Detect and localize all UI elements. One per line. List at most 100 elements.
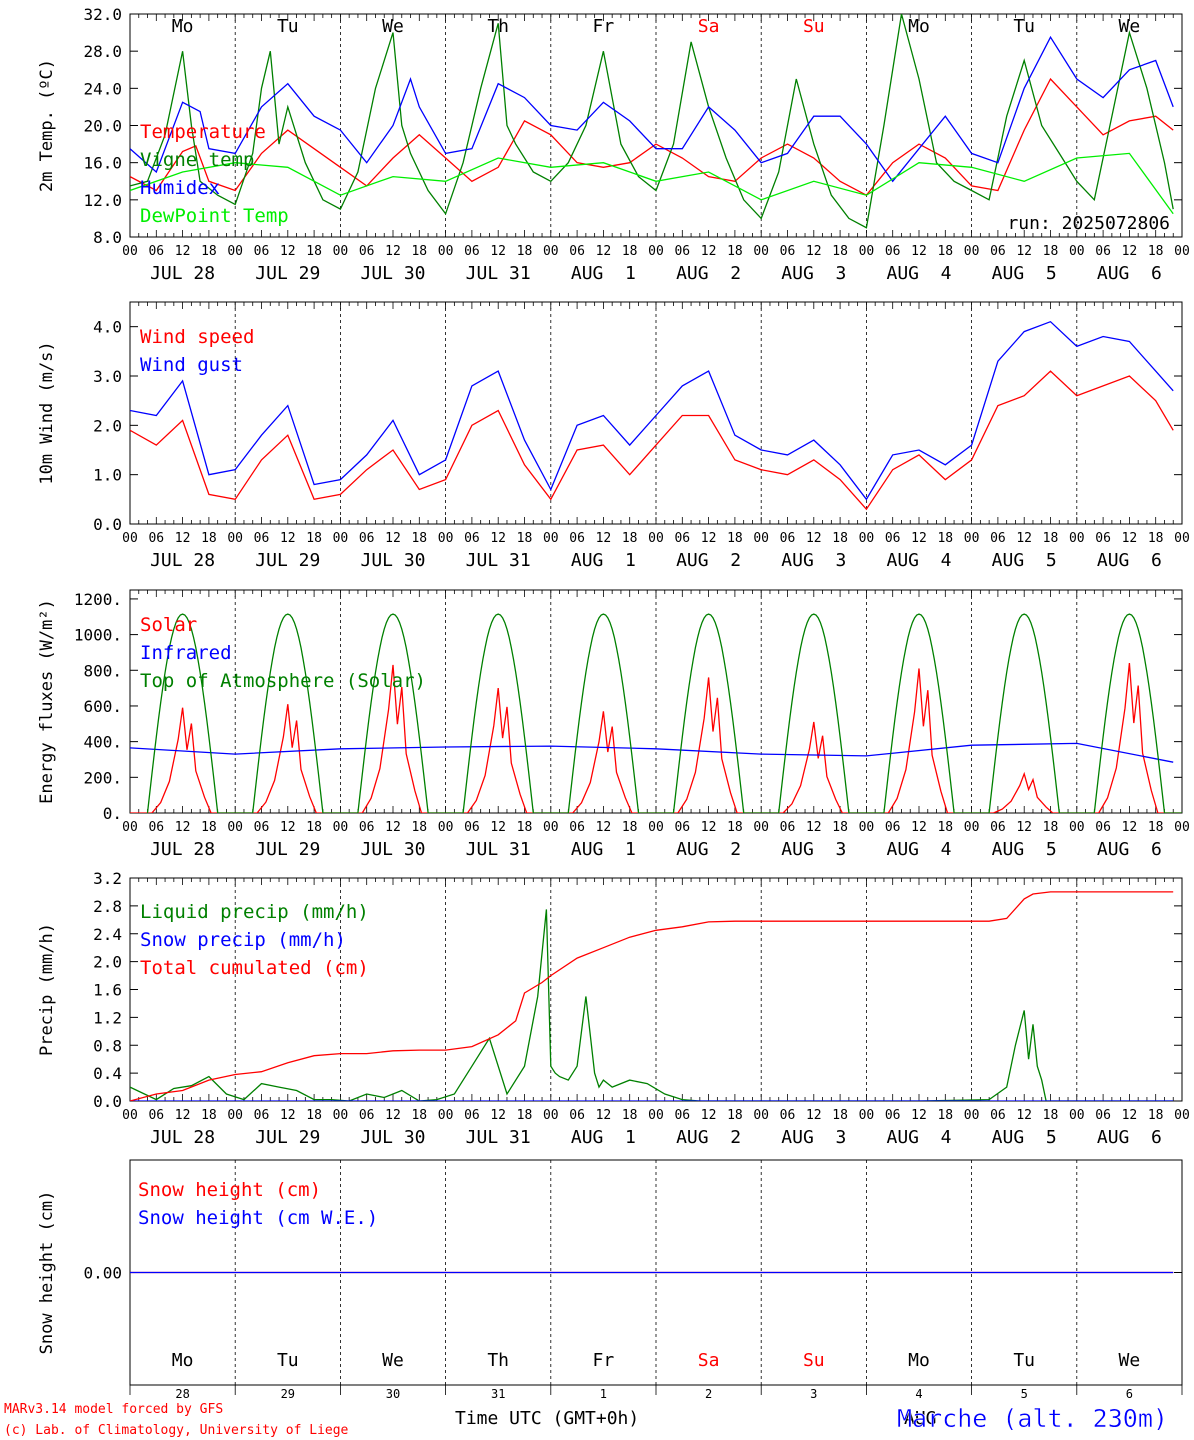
- y-tick-label: 200.: [83, 768, 122, 787]
- footer: MARv3.14 model forced by GFS (c) Lab. of…: [4, 1402, 1168, 1438]
- date-label: JUL 29: [255, 1127, 320, 1148]
- hour-tick-label: 18: [1043, 1108, 1059, 1123]
- date-label: AUG 5: [992, 263, 1057, 284]
- date-label: JUL 31: [466, 839, 531, 860]
- hour-tick-label: 12: [596, 244, 612, 259]
- hour-tick-label: 18: [411, 244, 427, 259]
- y-tick-label: 32.0: [83, 5, 122, 24]
- date-label: AUG 4: [886, 550, 951, 571]
- date-label: JUL 29: [255, 263, 320, 284]
- date-label: AUG 4: [886, 839, 951, 860]
- day-number-label: 4: [915, 1387, 922, 1401]
- date-label: AUG 6: [1097, 263, 1162, 284]
- date-label: AUG 6: [1097, 1127, 1162, 1148]
- hour-tick-label: 18: [937, 1108, 953, 1123]
- hour-tick-label: 12: [806, 820, 822, 835]
- hour-tick-label: 18: [1148, 820, 1164, 835]
- hour-tick-label: 18: [517, 820, 533, 835]
- legend-entry: Top of Atmosphere (Solar): [140, 670, 426, 692]
- date-label: JUL 30: [360, 550, 425, 571]
- hour-tick-label: 12: [911, 244, 927, 259]
- date-label: AUG 2: [676, 1127, 741, 1148]
- hour-tick-label: 00: [333, 531, 349, 546]
- hour-tick-label: 12: [1122, 820, 1138, 835]
- y-tick-label: 0.8: [93, 1036, 122, 1055]
- series-group: [130, 613, 1182, 813]
- series-group: [130, 320, 1174, 511]
- day-label: We: [382, 16, 404, 37]
- hour-tick-label: 12: [490, 1108, 506, 1123]
- hour-tick-label: 06: [674, 531, 690, 546]
- series-group: [130, 891, 1174, 1101]
- y-tick-label: 600.: [83, 697, 122, 716]
- hour-tick-label: 00: [438, 244, 454, 259]
- hour-tick-label: 12: [596, 820, 612, 835]
- hour-tick-label: 18: [517, 244, 533, 259]
- y-tick-label: 2.0: [93, 953, 122, 972]
- legend-entry: Wind speed: [140, 326, 254, 348]
- hour-tick-label: 06: [1095, 1108, 1111, 1123]
- hour-tick-label: 00: [1174, 531, 1190, 546]
- hour-tick-label: 06: [359, 244, 375, 259]
- hour-tick-label: 18: [727, 244, 743, 259]
- date-label: AUG 1: [571, 839, 636, 860]
- date-label: AUG 5: [992, 550, 1057, 571]
- series-line-wind-speed: [130, 370, 1174, 511]
- hour-tick-label: 06: [780, 820, 796, 835]
- hour-tick-label: 12: [911, 1108, 927, 1123]
- hour-tick-label: 18: [201, 820, 217, 835]
- hour-tick-label: 06: [674, 820, 690, 835]
- y-tick-label: 2.4: [93, 925, 122, 944]
- y-axis-label: 2m Temp. (ºC): [37, 59, 57, 192]
- hour-tick-label: 06: [254, 1108, 270, 1123]
- hour-tick-label: 18: [517, 531, 533, 546]
- hour-tick-label: 12: [911, 531, 927, 546]
- hour-tick-label: 06: [674, 244, 690, 259]
- date-label: AUG 2: [676, 263, 741, 284]
- hour-tick-label: 00: [122, 531, 138, 546]
- day-label-bottom: Tu: [1013, 1350, 1035, 1371]
- hour-tick-label: 06: [359, 1108, 375, 1123]
- hour-tick-label: 18: [832, 531, 848, 546]
- day-label-bottom: We: [382, 1350, 404, 1371]
- hour-tick-label: 18: [832, 1108, 848, 1123]
- hour-tick-label: 06: [990, 244, 1006, 259]
- date-label: AUG 3: [781, 263, 846, 284]
- hour-tick-label: 06: [885, 820, 901, 835]
- hour-tick-label: 18: [622, 1108, 638, 1123]
- hour-tick-label: 18: [727, 1108, 743, 1123]
- hour-tick-label: 00: [648, 1108, 664, 1123]
- day-number-label: 30: [386, 1387, 400, 1401]
- hour-tick-label: 00: [543, 531, 559, 546]
- hour-tick-label: 12: [1016, 1108, 1032, 1123]
- hour-tick-label: 06: [569, 820, 585, 835]
- day-label: Su: [803, 16, 825, 37]
- hour-tick-label: 18: [1043, 244, 1059, 259]
- hour-tick-label: 06: [569, 1108, 585, 1123]
- date-label: AUG 1: [571, 550, 636, 571]
- hour-tick-label: 00: [543, 1108, 559, 1123]
- day-label-bottom: Mo: [908, 1350, 930, 1371]
- legend-entry: Humidex: [140, 177, 220, 199]
- hour-tick-label: 18: [201, 1108, 217, 1123]
- day-number-label: 29: [281, 1387, 295, 1401]
- hour-tick-label: 00: [648, 244, 664, 259]
- y-tick-label: 2.8: [93, 897, 122, 916]
- hour-tick-label: 00: [543, 820, 559, 835]
- hour-tick-label: 06: [254, 820, 270, 835]
- run-label: run: 2025072806: [1007, 213, 1170, 234]
- day-number-label: 1: [600, 1387, 607, 1401]
- hour-tick-label: 06: [569, 244, 585, 259]
- y-axis-label: Precip (mm/h): [37, 923, 57, 1056]
- plot-frame: [129, 589, 1183, 814]
- hour-tick-label: 12: [701, 820, 717, 835]
- y-tick-label: 1.2: [93, 1008, 122, 1027]
- hour-tick-label: 00: [648, 531, 664, 546]
- hour-tick-label: 12: [1122, 244, 1138, 259]
- date-label: AUG 6: [1097, 550, 1162, 571]
- hour-tick-label: 18: [1043, 531, 1059, 546]
- hour-tick-label: 06: [464, 820, 480, 835]
- day-label: We: [1119, 16, 1141, 37]
- hour-tick-label: 00: [1069, 820, 1085, 835]
